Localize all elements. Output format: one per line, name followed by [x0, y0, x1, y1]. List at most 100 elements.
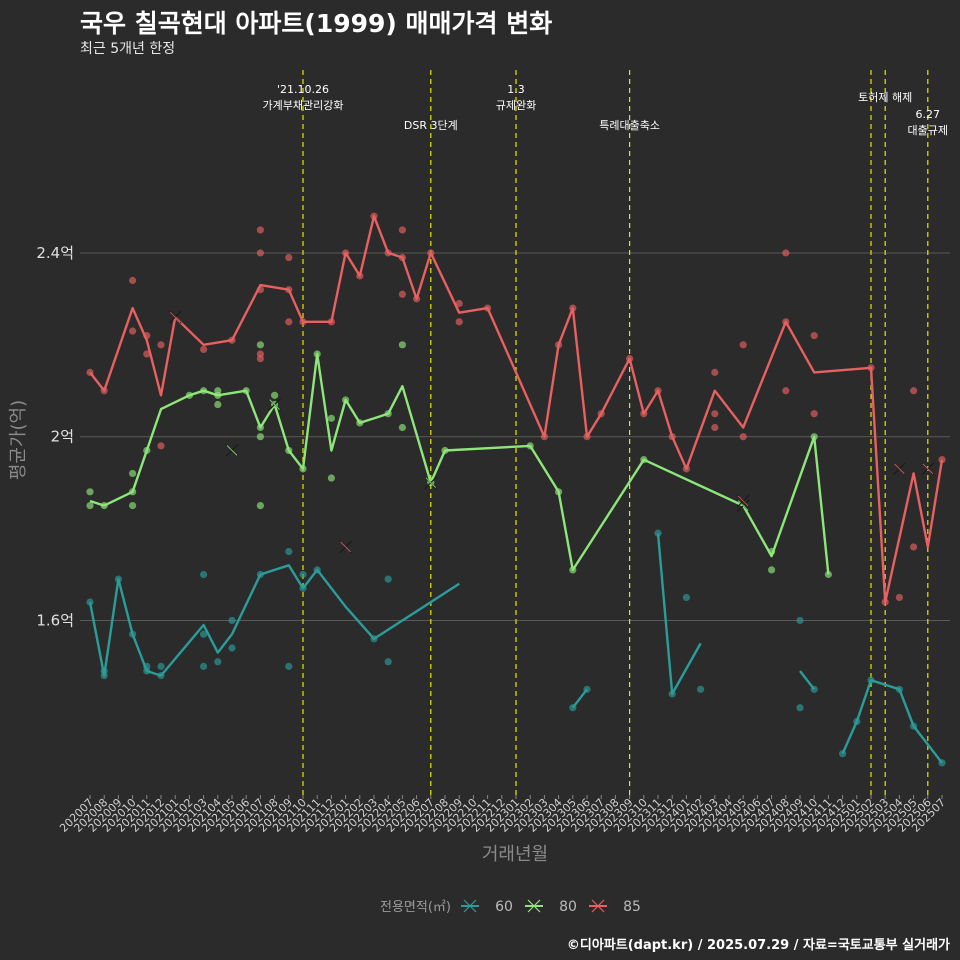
chart-subtitle: 최근 5개년 한정 — [80, 41, 176, 57]
data-point — [398, 341, 406, 349]
legend-title: 전용면적(㎡) — [380, 900, 451, 915]
data-point — [782, 387, 790, 395]
data-point — [200, 630, 208, 638]
data-point — [256, 354, 264, 363]
data-point — [682, 593, 691, 602]
cross-marker — [736, 499, 750, 513]
data-point — [157, 341, 165, 349]
event-label: 6.27 — [916, 108, 941, 121]
cross-stroke — [737, 500, 749, 511]
series-line — [799, 670, 816, 691]
y-axis-ticks: 1.6억 2억 2.4억 — [36, 244, 74, 630]
cross-marker — [892, 462, 906, 476]
data-point — [256, 433, 264, 441]
event-label: 1.3 — [507, 83, 525, 96]
data-point — [810, 332, 818, 340]
cross-marker — [268, 398, 282, 411]
event-label: 규제완화 — [496, 99, 536, 112]
data-point — [697, 685, 705, 693]
data-point — [810, 410, 818, 418]
data-point — [129, 469, 137, 478]
series-group — [86, 212, 946, 767]
data-point — [285, 547, 293, 556]
event-label: 토허제 해제 — [858, 90, 912, 104]
data-point — [299, 570, 307, 579]
data-point — [256, 226, 264, 234]
data-point — [200, 345, 208, 354]
grid-lines — [80, 252, 950, 621]
data-point — [711, 410, 719, 418]
y-tick-label: 2억 — [51, 428, 74, 446]
legend-label: 80 — [559, 899, 577, 915]
data-point — [86, 488, 94, 496]
cross-marker — [168, 310, 182, 324]
event-label: '21.10.26 — [277, 83, 329, 96]
series-line — [88, 564, 460, 677]
data-point — [739, 341, 747, 349]
data-point — [214, 400, 222, 409]
series-60 — [86, 529, 946, 767]
data-point — [256, 341, 264, 349]
event-label: 특례대출축소 — [599, 119, 660, 132]
data-point — [910, 543, 918, 551]
cross-stroke — [269, 399, 280, 410]
data-point — [739, 433, 747, 441]
data-point — [228, 616, 236, 625]
data-point — [143, 350, 151, 358]
legend-cross — [463, 899, 477, 913]
y-axis-title: 평균가(억) — [8, 400, 29, 480]
x-axis-ticks: 2020072020082020092020102020112020122021… — [57, 795, 948, 835]
legend-cross — [591, 899, 605, 913]
event-label: DSR 3단계 — [404, 119, 458, 132]
cross-stroke — [340, 541, 351, 553]
data-point — [938, 456, 946, 464]
data-point — [271, 391, 279, 399]
data-point — [455, 299, 463, 308]
data-point — [86, 501, 94, 510]
series-85 — [86, 212, 946, 606]
data-point — [256, 501, 264, 510]
data-point — [768, 566, 776, 574]
data-point — [796, 704, 804, 712]
chart-title: 국우 칠곡현대 아파트(1999) 매매가격 변화 — [80, 9, 553, 38]
data-point — [398, 423, 406, 432]
data-point — [200, 662, 208, 670]
cross-stroke — [226, 445, 238, 456]
series-line — [571, 688, 588, 709]
series-80 — [86, 341, 833, 579]
data-point — [200, 570, 208, 579]
cross-marker — [921, 462, 935, 476]
data-point — [398, 226, 406, 234]
data-point — [129, 327, 137, 335]
cross-stroke — [737, 495, 749, 507]
data-point — [782, 249, 790, 257]
data-point — [327, 414, 335, 422]
data-point — [86, 598, 94, 606]
data-point — [256, 249, 264, 257]
legend-label: 85 — [623, 899, 641, 915]
data-point — [384, 658, 392, 666]
legend-item-60: 60 — [461, 899, 513, 915]
cross-marker — [339, 540, 353, 554]
series-line — [89, 215, 944, 604]
y-tick-label: 1.6억 — [36, 611, 74, 629]
data-point — [157, 442, 165, 450]
data-point — [228, 644, 236, 652]
data-point — [129, 276, 137, 285]
data-point — [129, 501, 137, 510]
data-point — [157, 662, 165, 670]
cross-marker — [424, 476, 438, 490]
data-point — [654, 529, 662, 537]
x-axis-title: 거래년월 — [482, 844, 548, 865]
data-point — [327, 474, 335, 482]
data-point — [285, 253, 293, 262]
legend-cross — [527, 899, 541, 913]
data-point — [711, 368, 719, 376]
data-point — [895, 593, 904, 602]
cross-marker — [225, 444, 239, 457]
legend: 전용면적(㎡) 60 80 85 — [380, 899, 641, 915]
data-point — [796, 616, 804, 625]
source-caption: ©디아파트(dapt.kr) / 2025.07.29 / 자료=국토교통부 실… — [566, 938, 950, 953]
